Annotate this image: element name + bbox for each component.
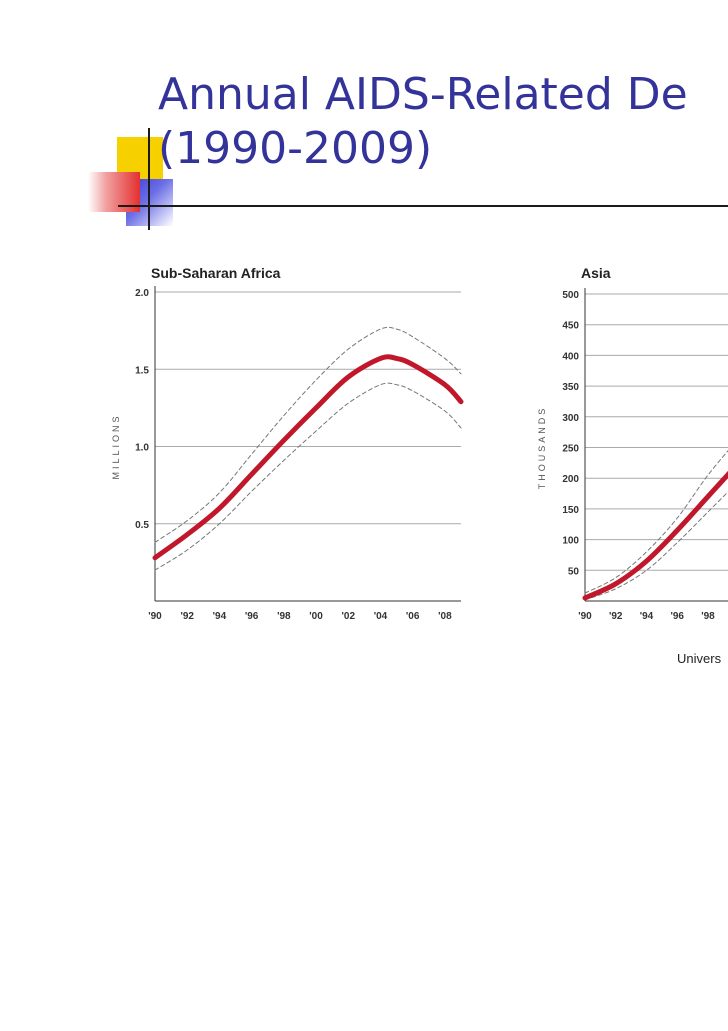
source-caption: Univers	[677, 651, 722, 666]
chart-sub-saharan-africa: Sub-Saharan Africa 0.5 1.0 1.5 2.0 '90 '92 '94 '…	[105, 258, 465, 628]
x-tick-label: '06	[406, 611, 420, 622]
x-tick-label: '00	[309, 611, 323, 622]
x-tick-label: '98	[277, 611, 291, 622]
y-tick-label: 1.5	[135, 365, 149, 376]
series-line-lower	[154, 382, 462, 571]
slide-title-line-2: (1990-2009)	[158, 123, 433, 174]
y-tick-label: 2.0	[135, 288, 149, 299]
chart-title: Sub-Saharan Africa	[151, 265, 281, 281]
series-line-upper	[154, 326, 462, 543]
y-tick-label: 300	[562, 413, 579, 424]
series-line-lower	[584, 491, 728, 601]
x-tick-label: '90	[148, 611, 162, 622]
y-tick-label: 250	[562, 444, 579, 455]
y-tick-label: 350	[562, 382, 579, 393]
y-tick-label: 1.0	[135, 443, 149, 454]
x-tick-label: '96	[670, 611, 684, 622]
series-line-estimate	[152, 354, 464, 561]
x-tick-label: '94	[640, 611, 654, 622]
x-tick-label: '96	[245, 611, 259, 622]
y-tick-label: 400	[562, 351, 579, 362]
y-tick-label: 500	[562, 290, 579, 301]
y-axis-label: MILLIONS	[111, 413, 121, 479]
chart-asia: Asia 50 100 150 200 250 300 350 400 450 500 '90 '92 '…	[533, 258, 728, 628]
vertical-rule-decoration	[148, 128, 150, 230]
y-axis-label: THOUSANDS	[537, 406, 547, 490]
series-line-estimate	[582, 470, 728, 601]
x-tick-label: '08	[438, 611, 452, 622]
chart-sub-saharan-africa-svg: Sub-Saharan Africa 0.5 1.0 1.5 2.0 '90 '92 '94 '…	[111, 265, 464, 622]
x-tick-label: '92	[609, 611, 623, 622]
chart-title: Asia	[581, 265, 611, 281]
y-tick-label: 150	[562, 505, 579, 516]
y-tick-label: 0.5	[135, 520, 149, 531]
y-tick-label: 200	[562, 474, 579, 485]
series-line-upper	[584, 450, 728, 594]
x-tick-label: '04	[374, 611, 388, 622]
x-tick-label: '98	[701, 611, 715, 622]
x-tick-label: '02	[342, 611, 356, 622]
y-tick-label: 100	[562, 536, 579, 547]
chart-asia-svg: Asia 50 100 150 200 250 300 350 400 450 500 '90 '92 '…	[537, 265, 728, 622]
x-tick-label: '90	[578, 611, 592, 622]
x-tick-label: '94	[213, 611, 227, 622]
y-tick-label: 450	[562, 321, 579, 332]
slide-title-line-1: Annual AIDS-Related De	[158, 69, 688, 120]
slide-title: Annual AIDS-Related De (1990-2009)	[158, 68, 688, 176]
x-tick-label: '92	[180, 611, 194, 622]
title-underline-rule	[118, 205, 728, 207]
y-tick-label: 50	[568, 566, 580, 577]
